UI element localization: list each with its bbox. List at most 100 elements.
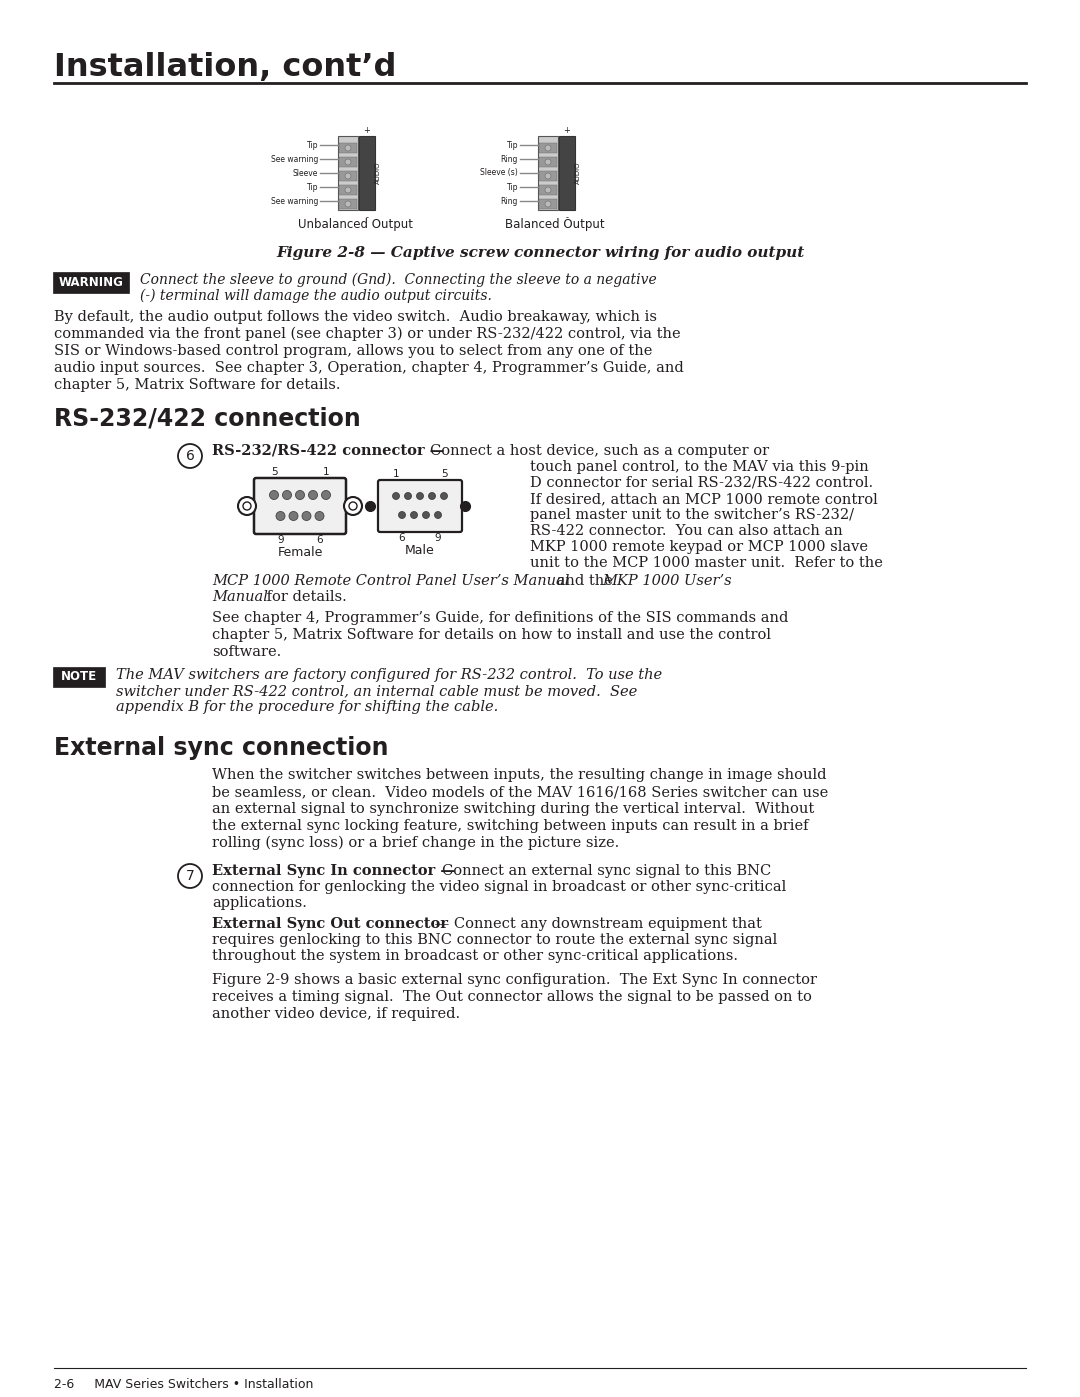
FancyBboxPatch shape (378, 481, 462, 532)
FancyBboxPatch shape (539, 198, 557, 210)
Ellipse shape (340, 197, 352, 205)
FancyBboxPatch shape (539, 170, 557, 182)
Text: 5: 5 (271, 467, 278, 476)
Text: AUDIO: AUDIO (375, 162, 381, 184)
Ellipse shape (340, 141, 352, 149)
Text: 1: 1 (393, 469, 400, 479)
Circle shape (289, 511, 298, 521)
Circle shape (270, 490, 279, 500)
Text: MCP 1000 Remote Control Panel User’s Manual: MCP 1000 Remote Control Panel User’s Man… (212, 574, 569, 588)
Text: 2-6     MAV Series Switchers • Installation: 2-6 MAV Series Switchers • Installation (54, 1377, 313, 1391)
Ellipse shape (540, 169, 552, 177)
Ellipse shape (540, 155, 552, 163)
Ellipse shape (540, 183, 552, 191)
Text: software.: software. (212, 645, 281, 659)
Circle shape (422, 511, 430, 518)
Circle shape (545, 187, 551, 193)
Text: 6: 6 (399, 534, 405, 543)
Text: Male: Male (405, 543, 435, 557)
Circle shape (238, 497, 256, 515)
FancyBboxPatch shape (339, 198, 357, 210)
Text: rolling (sync loss) or a brief change in the picture size.: rolling (sync loss) or a brief change in… (212, 835, 619, 851)
Text: 9: 9 (434, 534, 442, 543)
FancyBboxPatch shape (53, 666, 105, 687)
Circle shape (417, 493, 423, 500)
Text: MKP 1000 remote keypad or MCP 1000 slave: MKP 1000 remote keypad or MCP 1000 slave (530, 541, 868, 555)
Circle shape (441, 493, 447, 500)
Text: Manual: Manual (212, 590, 268, 604)
Circle shape (349, 502, 357, 510)
Text: panel master unit to the switcher’s RS-232/: panel master unit to the switcher’s RS-2… (530, 509, 854, 522)
Text: appendix B for the procedure for shifting the cable.: appendix B for the procedure for shiftin… (116, 700, 498, 714)
FancyBboxPatch shape (539, 142, 557, 154)
Text: 5: 5 (441, 469, 447, 479)
Text: See warning: See warning (271, 155, 318, 163)
Circle shape (322, 490, 330, 500)
Ellipse shape (540, 141, 552, 149)
FancyBboxPatch shape (359, 136, 375, 210)
Text: (-) terminal will damage the audio output circuits.: (-) terminal will damage the audio outpu… (140, 289, 491, 303)
Text: switcher under RS-422 control, an internal cable must be moved.  See: switcher under RS-422 control, an intern… (116, 685, 637, 698)
Text: chapter 5, Matrix Software for details on how to install and use the control: chapter 5, Matrix Software for details o… (212, 629, 771, 643)
FancyBboxPatch shape (53, 272, 129, 293)
Text: See chapter 4, Programmer’s Guide, for definitions of the SIS commands and: See chapter 4, Programmer’s Guide, for d… (212, 610, 788, 624)
Ellipse shape (340, 183, 352, 191)
FancyBboxPatch shape (538, 136, 558, 210)
Circle shape (345, 173, 351, 179)
Text: -: - (566, 212, 568, 222)
Text: When the switcher switches between inputs, the resulting change in image should: When the switcher switches between input… (212, 768, 826, 782)
Text: Unbalanced Output: Unbalanced Output (297, 218, 413, 231)
Text: Female: Female (278, 546, 323, 559)
Text: External Sync Out connector: External Sync Out connector (212, 916, 448, 930)
FancyBboxPatch shape (338, 136, 357, 210)
Text: commanded via the front panel (see chapter 3) or under RS-232/422 control, via t: commanded via the front panel (see chapt… (54, 327, 680, 341)
Text: another video device, if required.: another video device, if required. (212, 1007, 460, 1021)
Circle shape (178, 444, 202, 468)
Text: for details.: for details. (262, 590, 347, 604)
Circle shape (545, 201, 551, 207)
Text: 9: 9 (278, 535, 284, 545)
Ellipse shape (540, 197, 552, 205)
Text: +: + (364, 126, 370, 136)
Text: 7: 7 (186, 869, 194, 883)
Text: Sleeve (s): Sleeve (s) (481, 169, 518, 177)
Text: throughout the system in broadcast or other sync-critical applications.: throughout the system in broadcast or ot… (212, 949, 738, 963)
Text: — Connect any downstream equipment that: — Connect any downstream equipment that (430, 916, 761, 930)
Text: 6: 6 (186, 448, 194, 462)
Text: chapter 5, Matrix Software for details.: chapter 5, Matrix Software for details. (54, 379, 340, 393)
Text: an external signal to synchronize switching during the vertical interval.  Witho: an external signal to synchronize switch… (212, 802, 814, 816)
Text: Connect a host device, such as a computer or: Connect a host device, such as a compute… (430, 444, 769, 458)
Text: Balanced Output: Balanced Output (505, 218, 605, 231)
Text: the external sync locking feature, switching between inputs can result in a brie: the external sync locking feature, switc… (212, 819, 809, 833)
Text: If desired, attach an MCP 1000 remote control: If desired, attach an MCP 1000 remote co… (530, 492, 878, 506)
Text: be seamless, or clean.  Video models of the MAV 1616/168 Series switcher can use: be seamless, or clean. Video models of t… (212, 785, 828, 799)
Text: touch panel control, to the MAV via this 9-pin: touch panel control, to the MAV via this… (530, 460, 868, 474)
Circle shape (434, 511, 442, 518)
Text: +: + (564, 126, 570, 136)
Text: D connector for serial RS-232/RS-422 control.: D connector for serial RS-232/RS-422 con… (530, 476, 873, 490)
Circle shape (545, 173, 551, 179)
Circle shape (345, 201, 351, 207)
Circle shape (405, 493, 411, 500)
Text: RS-422 connector.  You can also attach an: RS-422 connector. You can also attach an (530, 524, 842, 538)
Circle shape (545, 145, 551, 151)
Text: MKP 1000 User’s: MKP 1000 User’s (602, 574, 731, 588)
Text: audio input sources.  See chapter 3, Operation, chapter 4, Programmer’s Guide, a: audio input sources. See chapter 3, Oper… (54, 360, 684, 374)
Text: -: - (365, 212, 368, 222)
Circle shape (345, 187, 351, 193)
Text: Tip: Tip (307, 183, 318, 191)
Text: RS-232/RS-422 connector —: RS-232/RS-422 connector — (212, 444, 444, 458)
Ellipse shape (340, 155, 352, 163)
Text: Figure 2-9 shows a basic external sync configuration.  The Ext Sync In connector: Figure 2-9 shows a basic external sync c… (212, 972, 816, 988)
Text: Sleeve: Sleeve (293, 169, 318, 177)
Text: 6: 6 (316, 535, 323, 545)
FancyBboxPatch shape (339, 184, 357, 196)
Circle shape (392, 493, 400, 500)
Text: WARNING: WARNING (58, 277, 123, 289)
Text: The MAV switchers are factory configured for RS-232 control.  To use the: The MAV switchers are factory configured… (116, 668, 662, 682)
Circle shape (178, 863, 202, 888)
Text: requires genlocking to this BNC connector to route the external sync signal: requires genlocking to this BNC connecto… (212, 933, 778, 947)
Text: Tip: Tip (307, 141, 318, 149)
Text: RS-232/422 connection: RS-232/422 connection (54, 407, 361, 432)
Text: connection for genlocking the video signal in broadcast or other sync-critical: connection for genlocking the video sign… (212, 880, 786, 894)
